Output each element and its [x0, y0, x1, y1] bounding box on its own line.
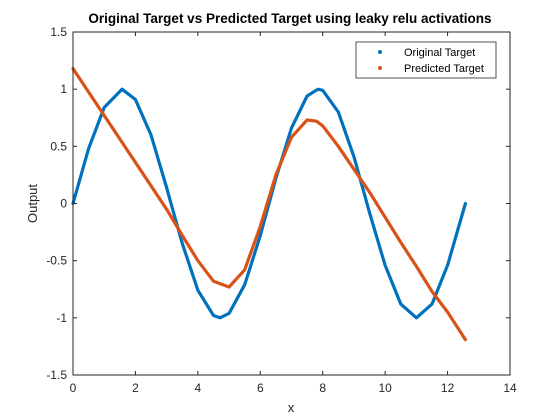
series-line-original	[71, 87, 467, 320]
legend-label-original: Original Target	[404, 47, 475, 59]
chart-title: Original Target vs Predicted Target usin…	[88, 11, 491, 26]
x-axis-label: x	[288, 400, 295, 415]
legend-box	[355, 41, 497, 79]
legend-marker-original	[378, 50, 382, 54]
x-tick-label: 14	[503, 381, 517, 395]
ticks-layer: 0 2 4 6 8 10 12 14 -1.5 -1 -0.5 0 0.5 1 1.5	[46, 25, 517, 395]
x-tick-label: 8	[319, 381, 326, 395]
y-tick-label: -1	[56, 311, 67, 325]
x-tick-label: 10	[378, 381, 392, 395]
legend-label-predicted: Predicted Target	[404, 63, 484, 75]
legend: Original Target Predicted Target	[355, 41, 497, 79]
y-tick-label: -0.5	[46, 254, 67, 268]
x-tick-label: 4	[195, 381, 202, 395]
y-tick-label: 0	[60, 197, 67, 211]
y-tick-label: 1	[60, 82, 67, 96]
y-axis-label: Output	[25, 184, 40, 223]
series-line-predicted	[71, 66, 467, 342]
y-tick-label: 0.5	[50, 139, 67, 153]
plot-area	[73, 32, 510, 375]
series-layer	[71, 66, 467, 342]
legend-marker-predicted	[378, 66, 382, 70]
x-tick-label: 2	[132, 381, 139, 395]
y-tick-label: -1.5	[46, 368, 67, 382]
x-tick-label: 12	[441, 381, 455, 395]
x-tick-label: 6	[257, 381, 264, 395]
x-tick-label: 0	[70, 381, 77, 395]
y-tick-label: 1.5	[50, 25, 67, 39]
